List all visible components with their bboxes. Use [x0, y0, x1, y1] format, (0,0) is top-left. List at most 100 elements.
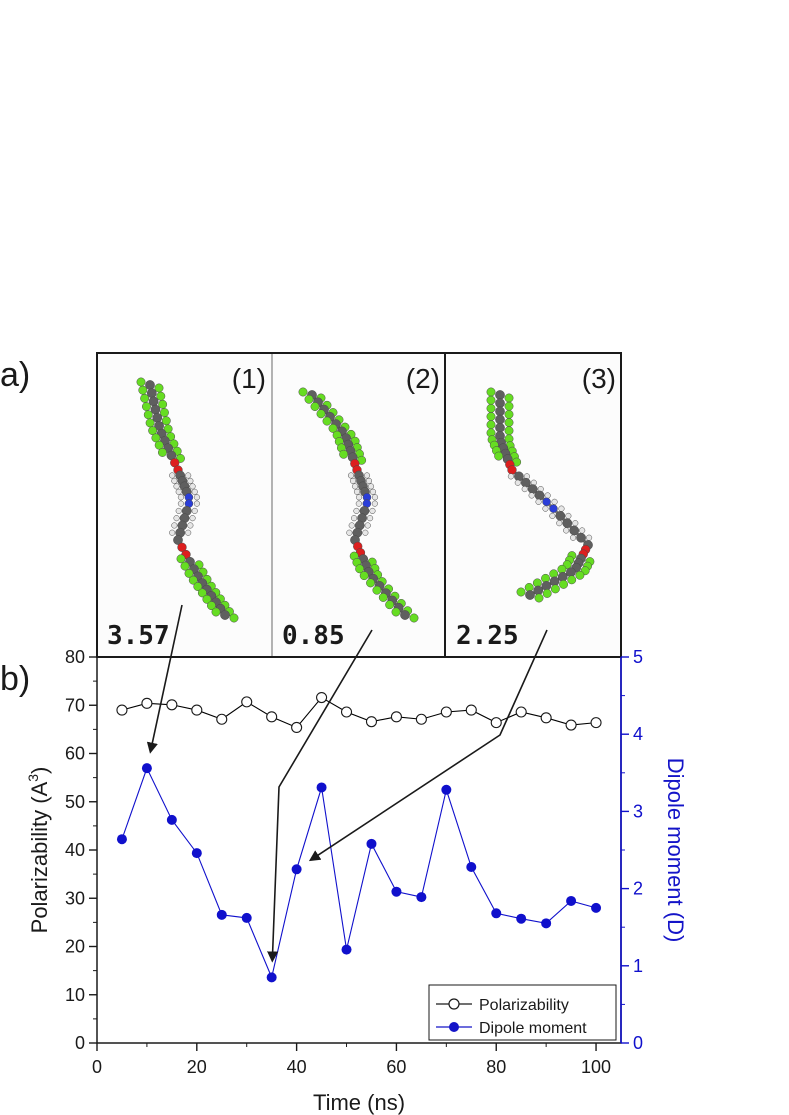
left-y-tick-label-70: 70: [65, 695, 85, 715]
dipole-point-35: [266, 972, 277, 983]
polarizability-point-60: [390, 711, 402, 723]
fluorine-atom: [534, 593, 544, 603]
chart-plot-area: 0 20 40 60 80 100 0 10 20 30 40 50 60 70 80 0 1 2 3 4 5: [65, 604, 643, 1077]
carbon-atom: [555, 511, 566, 521]
polarizability-point-100: [590, 717, 602, 729]
fluorine-atom: [486, 403, 496, 413]
hydrogen-atom: [542, 505, 549, 512]
series-lines: [121, 696, 597, 980]
fluorine-atom: [486, 395, 496, 405]
left-y-axis-label: Polarizability (A3): [25, 767, 52, 934]
x-tick-label-100: 100: [581, 1057, 611, 1077]
left-y-tick-label-40: 40: [65, 840, 85, 860]
hydrogen-atom: [565, 512, 572, 519]
right-y-tick-label-3: 3: [633, 801, 643, 821]
annotation-arrow-3: [308, 629, 548, 862]
fluorine-atom: [372, 585, 382, 595]
hydrogen-atom: [355, 500, 362, 507]
hydrogen-atom: [369, 507, 376, 514]
hydrogen-atom: [586, 534, 593, 541]
hydrogen-atom: [177, 494, 184, 501]
fluorine-atom: [229, 613, 239, 623]
dipole-point-50: [341, 944, 352, 955]
hydrogen-atom: [193, 494, 200, 501]
left-y-axis-label-text: Polarizability (A: [27, 781, 52, 933]
hydrogen-atom: [556, 520, 563, 527]
fluorine-atom: [409, 613, 419, 623]
hydrogen-atom: [187, 477, 194, 484]
hydrogen-atom: [521, 486, 528, 493]
hydrogen-atom: [362, 529, 369, 536]
polarizability-point-55: [365, 716, 378, 728]
panel-a-label: a): [0, 356, 30, 394]
fluorine-atom: [575, 570, 585, 580]
x-tick-label-20: 20: [187, 1057, 207, 1077]
fluorine-atom: [486, 412, 496, 421]
hydrogen-atom: [349, 477, 357, 484]
fluorine-atom: [378, 593, 388, 602]
hydrogen-atom: [514, 479, 521, 486]
oxygen-atom: [177, 542, 187, 552]
polarizability-point-90: [540, 712, 552, 724]
right-y-axis: 0 1 2 3 4 5: [620, 647, 643, 1053]
hydrogen-atom: [579, 527, 586, 534]
fluorine-atom: [567, 575, 577, 585]
hydrogen-atom: [187, 522, 194, 529]
annotation-arrows: [146, 604, 548, 963]
fluorine-atom: [316, 409, 326, 419]
hydrogen-atom: [185, 529, 192, 536]
nitrogen-atom: [542, 497, 551, 507]
left-y-tick-label-20: 20: [65, 937, 85, 957]
fluorine-atom: [176, 554, 186, 564]
left-y-tick-label-60: 60: [65, 744, 85, 764]
hydrogen-atom: [364, 522, 371, 529]
hydrogen-atom: [171, 477, 178, 484]
hydrogen-atom: [371, 494, 379, 501]
right-y-tick-label-4: 4: [633, 724, 643, 744]
right-y-tick-label-5: 5: [633, 647, 643, 667]
x-tick-label-80: 80: [486, 1057, 506, 1077]
fluorine-atom: [486, 420, 496, 430]
hydrogen-atom: [365, 477, 373, 484]
legend-polarizability-label: Polarizability: [479, 997, 569, 1014]
left-y-tick-label-30: 30: [65, 888, 85, 908]
fluorine-atom: [310, 402, 320, 411]
hydrogen-atom: [169, 472, 176, 479]
polarizability-point-30: [241, 696, 253, 708]
fluorine-atom: [486, 387, 496, 397]
annotation-arrow-2: [267, 629, 373, 963]
polarizability-point-25: [216, 713, 228, 725]
carbon-atom: [495, 422, 505, 433]
fluorine-atom: [328, 423, 338, 433]
hydrogen-atom: [371, 500, 378, 507]
fluorine-atom: [184, 568, 194, 578]
fluorine-atom: [197, 588, 207, 598]
fluorine-atom: [542, 589, 552, 598]
molecule-tag-2: (2): [406, 363, 440, 394]
fluorine-atom: [180, 561, 190, 571]
fluorine-atom: [304, 394, 314, 404]
polarizability-point-70: [440, 706, 452, 718]
molecule-1: [136, 377, 239, 623]
hydrogen-atom: [544, 492, 551, 499]
polarizability-point-75: [465, 704, 477, 716]
fluorine-atom: [359, 571, 369, 581]
hydrogen-atom: [507, 473, 514, 480]
hydrogen-atom: [191, 488, 198, 495]
fluorine-atom: [559, 579, 568, 589]
fluorine-atom: [140, 393, 150, 403]
carbon-atom: [495, 414, 505, 425]
carbon-atom: [569, 525, 580, 536]
hydrogen-atom: [563, 527, 570, 534]
dipole-point-85: [516, 913, 527, 924]
dipole-point-100: [591, 902, 602, 913]
hydrogen-atom: [363, 472, 371, 479]
fluorine-atom: [158, 448, 167, 457]
fluorine-atom: [142, 402, 151, 411]
fluorine-atom: [154, 440, 164, 450]
hydrogen-atom: [185, 472, 192, 479]
oxygen-atom: [507, 465, 517, 475]
carbon-atom: [576, 532, 586, 543]
fluorine-atom: [550, 584, 560, 594]
